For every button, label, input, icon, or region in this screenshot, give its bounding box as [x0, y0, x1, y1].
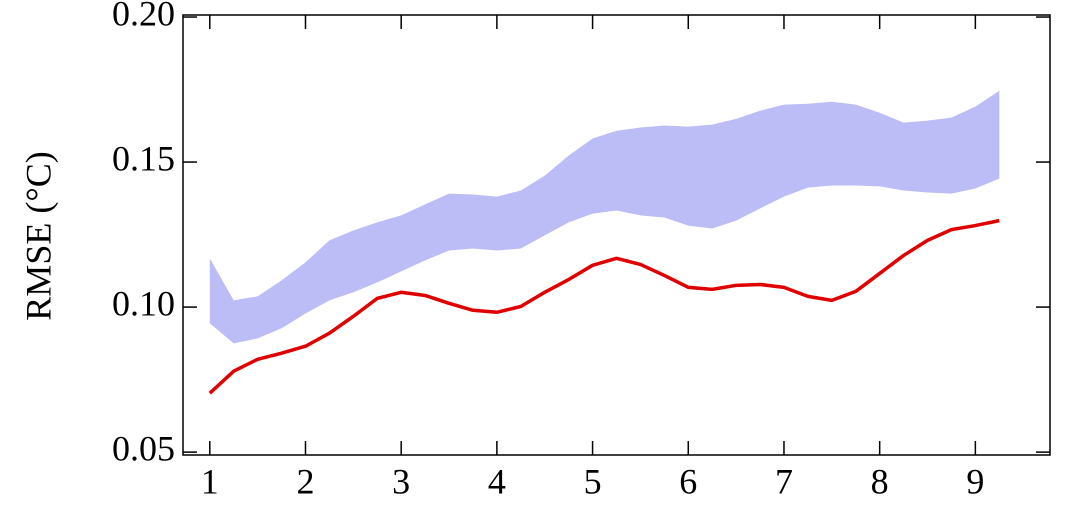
y-tick-label: 0.05 — [112, 428, 175, 468]
x-tick-label: 9 — [966, 461, 984, 501]
x-tick-label: 4 — [488, 461, 506, 501]
x-tick-label: 5 — [584, 461, 602, 501]
y-tick-label: 0.20 — [112, 0, 175, 33]
x-tick-label: 1 — [201, 461, 219, 501]
y-axis-label: RMSE (°C) — [18, 151, 58, 320]
x-tick-label: 7 — [775, 461, 793, 501]
y-tick-label: 0.15 — [112, 138, 175, 178]
x-tick-label: 2 — [296, 461, 314, 501]
spread-band — [209, 90, 1000, 344]
y-tick-label: 0.10 — [112, 283, 175, 323]
rmse-line — [208, 218, 1000, 395]
x-tick-label: 8 — [871, 461, 889, 501]
x-tick-label: 3 — [392, 461, 410, 501]
x-tick-label: 6 — [679, 461, 697, 501]
plot-frame — [182, 14, 1051, 456]
